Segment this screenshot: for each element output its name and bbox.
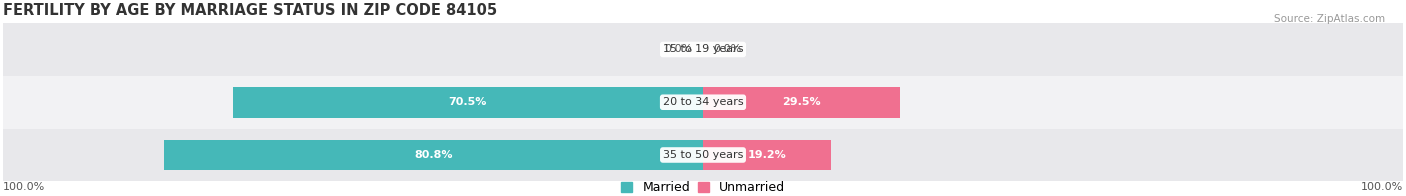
Text: FERTILITY BY AGE BY MARRIAGE STATUS IN ZIP CODE 84105: FERTILITY BY AGE BY MARRIAGE STATUS IN Z…	[3, 3, 496, 18]
Bar	[165, 140, 703, 170]
Bar	[3, 129, 1403, 181]
Text: 19.2%: 19.2%	[748, 150, 786, 160]
Text: 70.5%: 70.5%	[449, 97, 486, 107]
Text: 15 to 19 years: 15 to 19 years	[662, 44, 744, 54]
Bar	[703, 87, 900, 118]
Bar	[233, 87, 703, 118]
Text: 100.0%: 100.0%	[3, 182, 45, 192]
Text: 80.8%: 80.8%	[415, 150, 453, 160]
Text: 20 to 34 years: 20 to 34 years	[662, 97, 744, 107]
Text: 100.0%: 100.0%	[1361, 182, 1403, 192]
Text: Source: ZipAtlas.com: Source: ZipAtlas.com	[1274, 14, 1385, 24]
Text: 0.0%: 0.0%	[713, 44, 741, 54]
Bar	[703, 140, 831, 170]
Bar	[3, 23, 1403, 76]
Text: 0.0%: 0.0%	[665, 44, 693, 54]
Bar	[3, 76, 1403, 129]
Text: 29.5%: 29.5%	[782, 97, 821, 107]
Text: 35 to 50 years: 35 to 50 years	[662, 150, 744, 160]
Legend: Married, Unmarried: Married, Unmarried	[621, 181, 785, 194]
